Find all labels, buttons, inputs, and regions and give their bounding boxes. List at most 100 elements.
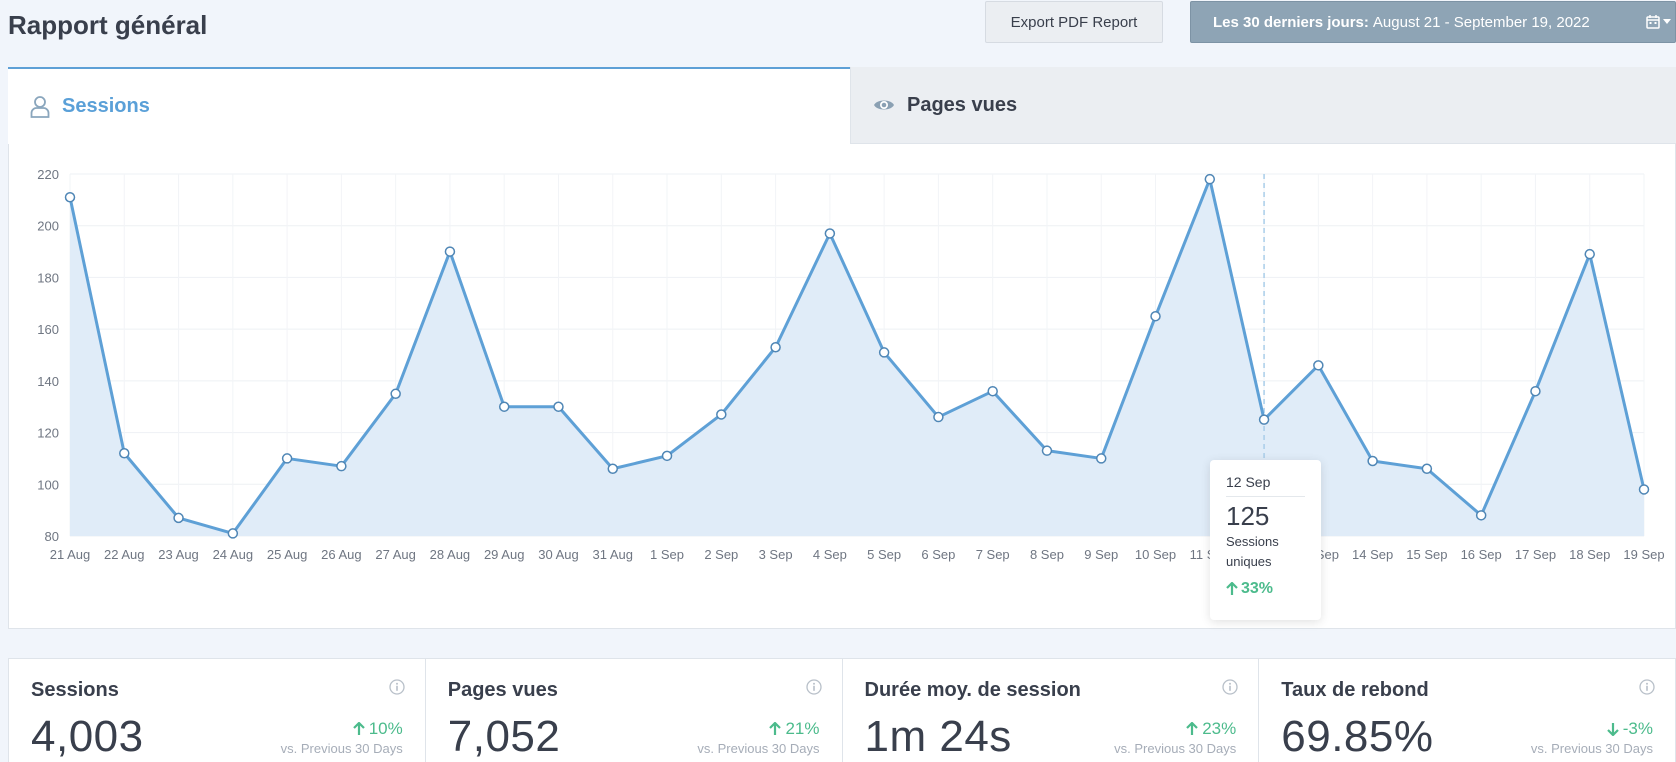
x-tick-label: 29 Aug — [484, 547, 525, 562]
stat-taux-rebond: Taux de rebond 69.85% -3% vs. Previous 3… — [1259, 659, 1675, 762]
y-tick-label: 180 — [37, 270, 59, 285]
y-tick-label: 140 — [37, 374, 59, 389]
data-point — [1421, 463, 1433, 475]
x-tick-label: 9 Sep — [1084, 547, 1118, 562]
chart-tooltip: 12 Sep 125 Sessions uniques 33% — [1210, 460, 1321, 620]
tooltip-change: 33% — [1226, 580, 1305, 598]
calendar-icon — [1646, 15, 1660, 29]
data-point — [281, 453, 293, 464]
y-tick-label: 160 — [37, 322, 59, 337]
stat-change-value: 23% — [1202, 719, 1237, 738]
data-point — [1530, 385, 1541, 397]
x-tick-label: 6 Sep — [921, 547, 955, 562]
stat-change: -3% — [1606, 719, 1653, 739]
stat-change-value: 10% — [368, 719, 403, 738]
stat-title: Sessions — [31, 679, 119, 701]
data-point — [878, 347, 890, 358]
data-point — [1367, 455, 1378, 467]
stat-value: 1m 24s — [864, 712, 1012, 761]
data-point — [1584, 248, 1595, 260]
tab-sessions[interactable]: Sessions — [8, 67, 850, 144]
stat-title: Taux de rebond — [1281, 679, 1429, 701]
data-point — [119, 448, 130, 459]
calendar-dropdown[interactable] — [1646, 14, 1671, 29]
stat-change: 23% — [1186, 719, 1236, 739]
stat-compare: vs. Previous 30 Days — [280, 741, 403, 756]
y-tick-label: 120 — [37, 426, 59, 441]
arrow-up-icon — [352, 722, 365, 735]
y-tick-label: 200 — [37, 219, 59, 234]
sessions-chart: 80 100 120 140 160 180 200 220 21 Aug 22 Aug 23 Au… — [37, 167, 1664, 562]
x-tick-label: 3 Sep — [759, 547, 793, 562]
export-pdf-button[interactable]: Export PDF Report — [985, 1, 1163, 43]
data-point — [987, 385, 998, 397]
x-tick-label: 25 Aug — [267, 547, 308, 562]
x-tick-label: 24 Aug — [213, 547, 254, 562]
tab-pages-vues[interactable]: Pages vues — [850, 67, 1676, 144]
eye-icon — [874, 100, 894, 110]
data-point — [1095, 453, 1107, 464]
data-point — [1258, 414, 1270, 425]
tab-sessions-label: Sessions — [62, 95, 150, 117]
info-icon[interactable] — [1639, 679, 1655, 695]
caret-down-icon — [1663, 18, 1671, 24]
data-point — [661, 450, 673, 462]
x-tick-label: 8 Sep — [1030, 547, 1064, 562]
data-point — [1638, 484, 1650, 495]
tab-pages-vues-label: Pages vues — [907, 93, 1018, 116]
info-icon[interactable] — [1222, 679, 1238, 695]
data-point — [824, 228, 836, 239]
data-point — [1475, 510, 1487, 521]
stat-change-value: 21% — [785, 719, 820, 738]
data-point — [607, 463, 619, 475]
stat-change: 21% — [769, 719, 820, 739]
user-icon — [30, 95, 50, 118]
data-point — [1041, 445, 1053, 456]
x-tick-label: 23 Aug — [158, 547, 199, 562]
x-tick-label: 15 Sep — [1406, 547, 1447, 562]
date-range-value: August 21 - September 19, 2022 — [1372, 13, 1590, 31]
arrow-down-icon — [1606, 723, 1619, 736]
stat-compare: vs. Previous 30 Days — [1114, 741, 1237, 756]
stat-sessions: Sessions 4,003 10% vs. Previous 30 Days — [9, 659, 426, 762]
stat-value: 4,003 — [31, 712, 144, 761]
data-point — [933, 411, 944, 423]
x-tick-label: 5 Sep — [867, 547, 901, 562]
y-tick-label: 100 — [37, 477, 59, 492]
series-line — [68, 177, 1646, 535]
arrow-up-icon — [1226, 582, 1238, 595]
stat-duree-session: Durée moy. de session 1m 24s 23% vs. Pre… — [843, 659, 1260, 762]
x-tick-label: 4 Sep — [813, 547, 847, 562]
series-area — [70, 179, 1644, 536]
date-range-picker[interactable]: Les 30 derniers jours: August 21 - Septe… — [1190, 1, 1676, 43]
y-tick-label: 80 — [45, 529, 59, 544]
stat-title: Durée moy. de session — [864, 679, 1081, 701]
stats-row: Sessions 4,003 10% vs. Previous 30 Days … — [8, 658, 1676, 762]
x-tick-label: 17 Sep — [1515, 547, 1556, 562]
x-tick-label: 14 Sep — [1352, 547, 1393, 562]
data-point — [553, 401, 564, 412]
data-point — [1150, 310, 1161, 322]
data-point — [390, 388, 401, 400]
info-icon[interactable] — [805, 679, 822, 695]
x-tick-label: 18 Sep — [1569, 547, 1610, 562]
tooltip-change-value: 33% — [1241, 580, 1274, 597]
data-point — [716, 409, 727, 420]
info-icon[interactable] — [389, 679, 405, 695]
data-point — [173, 512, 184, 524]
arrow-up-icon — [769, 722, 782, 735]
x-tick-label: 10 Sep — [1135, 547, 1176, 562]
x-tick-label: 28 Aug — [430, 547, 471, 562]
date-range-prefix: Les 30 derniers jours: — [1213, 13, 1369, 31]
x-tick-label: 2 Sep — [704, 547, 738, 562]
stat-change: 10% — [352, 719, 403, 739]
tooltip-value: 125 — [1226, 501, 1270, 531]
data-point — [444, 246, 456, 257]
stat-value: 69.85% — [1281, 712, 1434, 761]
x-tick-label: 16 Sep — [1461, 547, 1502, 562]
data-point — [336, 460, 347, 472]
x-tick-label: 7 Sep — [976, 547, 1010, 562]
stat-pages-vues: Pages vues 7,052 21% vs. Previous 30 Day… — [426, 659, 843, 762]
x-tick-label: 30 Aug — [538, 547, 579, 562]
x-tick-label: 26 Aug — [321, 547, 362, 562]
